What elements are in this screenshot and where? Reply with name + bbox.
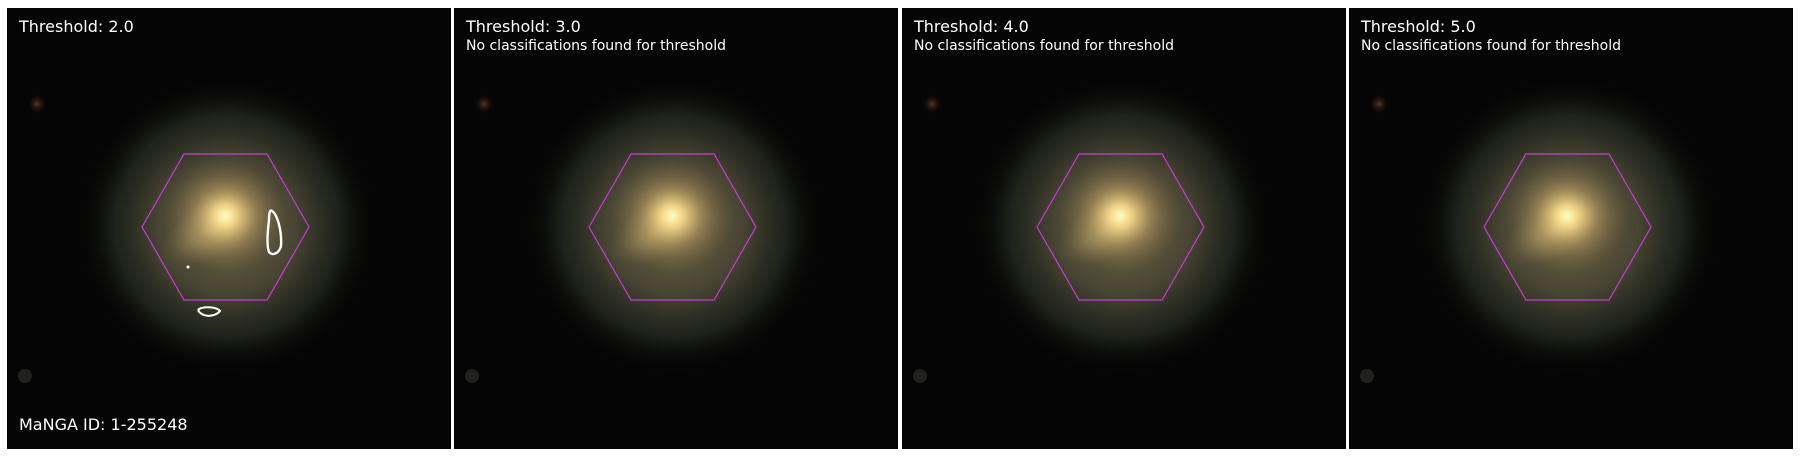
galaxy-image [902,8,1346,449]
contour-region [266,209,283,256]
panel-threshold-2: Threshold: 2.0 MaNGA ID: 1-255248 [7,8,451,449]
galaxy-image [454,8,898,449]
no-classifications-message: No classifications found for threshold [914,38,1174,54]
threshold-label: Threshold: 4.0 [914,17,1029,36]
ifu-hexagon [1483,153,1652,301]
no-classifications-message: No classifications found for threshold [1361,38,1621,54]
ifu-hexagon [1036,153,1205,301]
threshold-label: Threshold: 5.0 [1361,17,1476,36]
manga-id-label: MaNGA ID: 1-255248 [19,415,188,434]
contour-region [186,265,190,269]
threshold-label: Threshold: 2.0 [19,17,134,36]
panel-threshold-3: Threshold: 3.0 No classifications found … [454,8,898,449]
contour-region [197,306,222,317]
no-classifications-message: No classifications found for threshold [466,38,726,54]
threshold-label: Threshold: 3.0 [466,17,581,36]
panel-threshold-5: Threshold: 5.0 No classifications found … [1349,8,1793,449]
ifu-hexagon [588,153,757,301]
galaxy-image [1349,8,1793,449]
ifu-hexagon [141,153,310,301]
galaxy-image [7,8,451,449]
panel-threshold-4: Threshold: 4.0 No classifications found … [902,8,1346,449]
